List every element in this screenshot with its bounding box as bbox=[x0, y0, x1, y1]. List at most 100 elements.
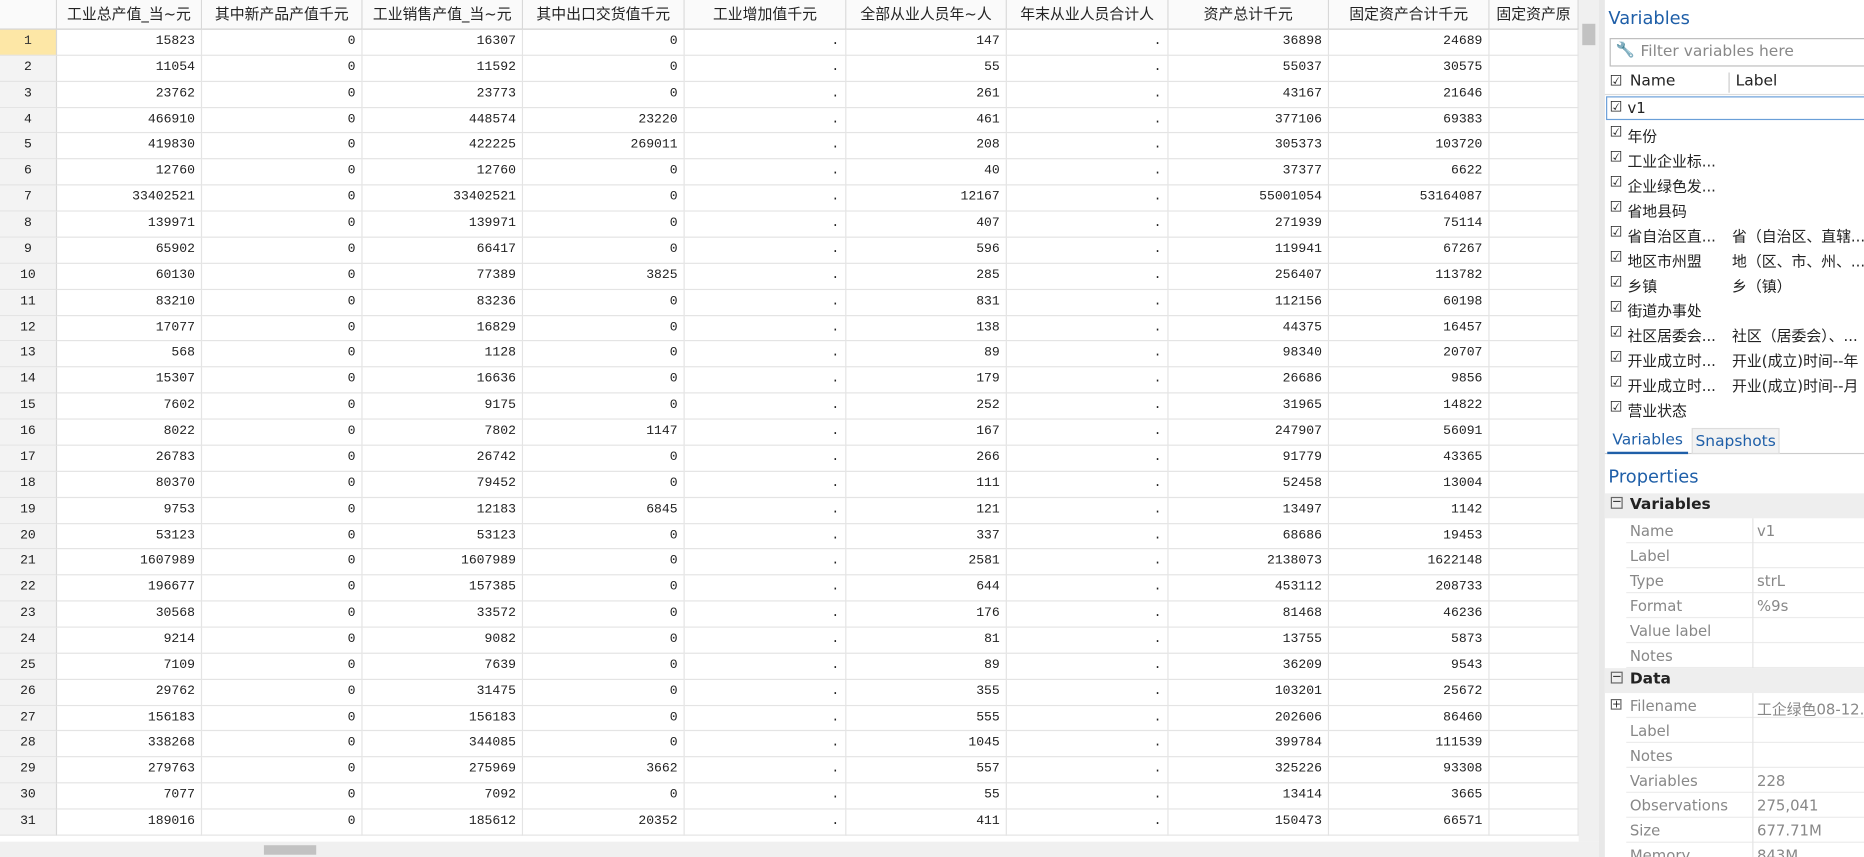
data-cell[interactable]: 1045 bbox=[846, 731, 1007, 758]
column-header[interactable]: 固定资产原 bbox=[1489, 0, 1579, 30]
data-cell[interactable]: 98340 bbox=[1168, 341, 1330, 368]
data-cell[interactable]: 13755 bbox=[1168, 627, 1330, 654]
variable-label[interactable]: 社区（居委会）、... bbox=[1732, 326, 1858, 345]
tab[interactable]: Variables bbox=[1607, 427, 1689, 455]
data-cell[interactable] bbox=[1489, 757, 1579, 784]
filter-placeholder[interactable]: Filter variables here bbox=[1640, 42, 1794, 61]
data-cell[interactable]: 9082 bbox=[362, 627, 524, 654]
row-number[interactable]: 3 bbox=[0, 81, 58, 108]
data-cell[interactable]: 12167 bbox=[846, 185, 1007, 212]
data-cell[interactable]: 66571 bbox=[1329, 809, 1490, 836]
data-cell[interactable] bbox=[1489, 445, 1579, 472]
data-cell[interactable]: 325226 bbox=[1168, 757, 1330, 784]
data-cell[interactable]: 0 bbox=[202, 237, 363, 264]
data-cell[interactable]: . bbox=[1006, 315, 1169, 342]
data-cell[interactable]: 9856 bbox=[1329, 367, 1490, 394]
data-cell[interactable]: 279763 bbox=[57, 757, 203, 784]
data-cell[interactable]: 30568 bbox=[57, 601, 203, 628]
data-cell[interactable] bbox=[1489, 653, 1579, 680]
variable-name[interactable]: 乡镇 bbox=[1627, 276, 1658, 295]
data-cell[interactable]: . bbox=[684, 575, 847, 602]
data-cell[interactable]: 13004 bbox=[1329, 471, 1490, 498]
horizontal-scrollbar[interactable] bbox=[0, 841, 1599, 857]
data-cell[interactable]: 0 bbox=[202, 757, 363, 784]
data-cell[interactable]: . bbox=[684, 133, 847, 160]
data-cell[interactable]: 0 bbox=[523, 367, 685, 394]
data-cell[interactable]: 0 bbox=[202, 185, 363, 212]
data-cell[interactable]: . bbox=[684, 55, 847, 82]
data-cell[interactable]: 13497 bbox=[1168, 497, 1330, 524]
data-cell[interactable]: 275969 bbox=[362, 757, 524, 784]
data-cell[interactable] bbox=[1489, 107, 1579, 134]
data-cell[interactable]: 0 bbox=[202, 445, 363, 472]
row-number[interactable]: 28 bbox=[0, 731, 58, 758]
data-cell[interactable]: 67267 bbox=[1329, 237, 1490, 264]
data-cell[interactable]: 5873 bbox=[1329, 627, 1490, 654]
vertical-scrollbar[interactable] bbox=[1578, 0, 1599, 842]
data-cell[interactable]: 0 bbox=[523, 159, 685, 186]
variable-name[interactable]: 街道办事处 bbox=[1627, 301, 1702, 320]
collapse-icon[interactable]: − bbox=[1610, 496, 1623, 509]
row-number[interactable]: 10 bbox=[0, 263, 58, 290]
data-cell[interactable]: 0 bbox=[202, 393, 363, 420]
data-cell[interactable]: 16457 bbox=[1329, 315, 1490, 342]
data-cell[interactable]: 337 bbox=[846, 523, 1007, 550]
variable-name[interactable]: v1 bbox=[1627, 98, 1646, 117]
data-cell[interactable] bbox=[1489, 133, 1579, 160]
row-number[interactable]: 21 bbox=[0, 549, 58, 576]
data-cell[interactable]: 36209 bbox=[1168, 653, 1330, 680]
data-cell[interactable]: 0 bbox=[202, 81, 363, 108]
data-cell[interactable]: 8022 bbox=[57, 419, 203, 446]
column-header[interactable]: 年末从业人员合计人 bbox=[1006, 0, 1169, 30]
data-cell[interactable]: 189016 bbox=[57, 809, 203, 836]
data-cell[interactable]: 0 bbox=[202, 341, 363, 368]
data-cell[interactable]: . bbox=[684, 185, 847, 212]
data-cell[interactable]: . bbox=[1006, 653, 1169, 680]
data-cell[interactable]: 0 bbox=[523, 445, 685, 472]
data-cell[interactable]: . bbox=[1006, 367, 1169, 394]
data-cell[interactable]: 43167 bbox=[1168, 81, 1330, 108]
row-number[interactable]: 8 bbox=[0, 211, 58, 238]
data-cell[interactable]: . bbox=[684, 445, 847, 472]
data-cell[interactable]: 33402521 bbox=[57, 185, 203, 212]
row-number[interactable]: 1 bbox=[0, 29, 58, 56]
row-number[interactable]: 23 bbox=[0, 601, 58, 628]
data-cell[interactable]: 0 bbox=[202, 549, 363, 576]
data-cell[interactable]: 0 bbox=[202, 601, 363, 628]
data-cell[interactable]: 1142 bbox=[1329, 497, 1490, 524]
data-cell[interactable]: 271939 bbox=[1168, 211, 1330, 238]
data-cell[interactable]: . bbox=[1006, 445, 1169, 472]
data-cell[interactable]: 26742 bbox=[362, 445, 524, 472]
data-cell[interactable]: 0 bbox=[523, 575, 685, 602]
data-cell[interactable]: 16636 bbox=[362, 367, 524, 394]
data-cell[interactable]: 208 bbox=[846, 133, 1007, 160]
data-cell[interactable] bbox=[1489, 263, 1579, 290]
column-header[interactable]: 其中出口交货值千元 bbox=[523, 0, 685, 30]
checkbox[interactable]: ☑ bbox=[1609, 273, 1623, 291]
data-cell[interactable]: . bbox=[684, 627, 847, 654]
data-cell[interactable] bbox=[1489, 367, 1579, 394]
data-cell[interactable]: 1607989 bbox=[362, 549, 524, 576]
data-cell[interactable] bbox=[1489, 705, 1579, 732]
data-cell[interactable]: . bbox=[1006, 809, 1169, 836]
checkbox[interactable]: ☑ bbox=[1609, 348, 1623, 365]
data-cell[interactable]: 12760 bbox=[57, 159, 203, 186]
data-cell[interactable] bbox=[1489, 29, 1579, 56]
data-cell[interactable]: . bbox=[1006, 731, 1169, 758]
data-cell[interactable]: 9214 bbox=[57, 627, 203, 654]
data-cell[interactable] bbox=[1489, 601, 1579, 628]
data-cell[interactable] bbox=[1489, 497, 1579, 524]
data-cell[interactable]: . bbox=[684, 809, 847, 836]
data-cell[interactable]: 266 bbox=[846, 445, 1007, 472]
data-cell[interactable]: 0 bbox=[523, 185, 685, 212]
data-cell[interactable]: . bbox=[684, 159, 847, 186]
data-cell[interactable] bbox=[1489, 523, 1579, 550]
data-cell[interactable]: 0 bbox=[202, 419, 363, 446]
data-cell[interactable]: 0 bbox=[202, 211, 363, 238]
data-cell[interactable]: 0 bbox=[202, 133, 363, 160]
data-cell[interactable]: . bbox=[1006, 159, 1169, 186]
row-number[interactable]: 12 bbox=[0, 315, 58, 342]
checkbox[interactable]: ☑ bbox=[1609, 248, 1623, 266]
data-cell[interactable]: 11054 bbox=[57, 55, 203, 82]
column-header[interactable]: 工业销售产值_当~元 bbox=[362, 0, 524, 30]
